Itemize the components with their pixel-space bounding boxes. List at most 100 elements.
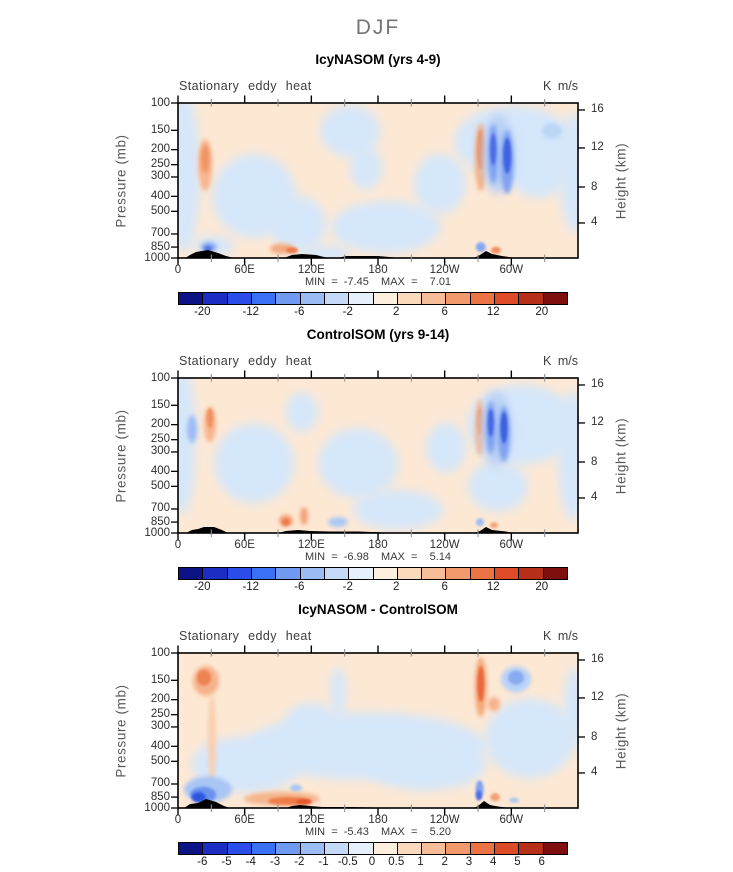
colorbar-label: -12 [242, 581, 260, 593]
colorbar-segment [300, 568, 325, 579]
topography [186, 527, 228, 533]
pressure-tick-label: 150 [150, 673, 170, 686]
pressure-tick-label: 1000 [144, 251, 170, 264]
colorbar-label: 6 [441, 581, 448, 593]
colorbar-label: -20 [193, 581, 211, 593]
colorbar-segment [227, 843, 252, 854]
topography [474, 527, 514, 533]
pressure-tick-label: 850 [150, 515, 170, 528]
units-label: K m/s [543, 354, 578, 368]
longitude-tick-label: 60W [499, 814, 524, 826]
contour-field [178, 653, 578, 808]
colorbar-segment [446, 293, 471, 304]
colorbar-segment [519, 568, 544, 579]
pressure-tick-label: 850 [150, 790, 170, 803]
colorbar-segment [203, 843, 228, 854]
pressure-tick-label: 250 [150, 158, 170, 171]
height-tick-label: 4 [591, 766, 598, 779]
colorbar-segment [422, 843, 447, 854]
pressure-tick-label: 700 [150, 502, 170, 515]
colorbar-label: -6 [197, 856, 208, 868]
colorbar-segment [349, 293, 374, 304]
pressure-tick-label: 500 [150, 754, 170, 767]
colorbar-segment [324, 843, 350, 854]
colorbar-segment [251, 843, 277, 854]
longitude-tick-label: 60W [499, 264, 524, 276]
height-tick-label: 8 [591, 455, 598, 468]
colorbar-segment [227, 293, 252, 304]
contour-plot [171, 95, 585, 266]
min-max-stats: MIN = -7.45 MAX = 7.01 [304, 276, 452, 288]
pressure-tick-label: 300 [150, 720, 170, 733]
longitude-tick-label: 120E [297, 814, 325, 826]
pressure-tick-label: 500 [150, 479, 170, 492]
longitude-tick-label: 120E [297, 264, 325, 276]
colorbar-segment [324, 293, 350, 304]
pressure-tick-label: 400 [150, 739, 170, 752]
colorbar-label: -2 [342, 306, 353, 318]
colorbar-segment [397, 568, 423, 579]
colorbar-segment [251, 568, 277, 579]
colorbar-segment [543, 843, 567, 854]
colorbar-segment [179, 293, 204, 304]
longitude-tick-label: 120W [429, 539, 460, 551]
colorbar-segment [251, 293, 277, 304]
pressure-tick-label: 1000 [144, 526, 170, 539]
field-label: Stationary eddy heat [179, 79, 312, 93]
colorbar-segment [422, 568, 447, 579]
colorbar [178, 567, 568, 580]
longitude-tick-label: 180 [368, 264, 388, 276]
colorbar-segment [446, 568, 471, 579]
colorbar-segment [446, 843, 471, 854]
colorbar-label: -4 [245, 856, 256, 868]
longitude-tick-label: 60E [234, 814, 255, 826]
colorbar-label: 6 [538, 856, 545, 868]
colorbar-segment [470, 843, 496, 854]
topography [284, 254, 328, 258]
colorbar-label: 3 [465, 856, 473, 868]
colorbar-segment [276, 843, 301, 854]
pressure-tick-label: 100 [150, 371, 170, 384]
colorbar-segment [470, 568, 496, 579]
colorbar-label: 20 [535, 581, 549, 593]
min-max-stats: MIN = -6.98 MAX = 5.14 [304, 551, 452, 563]
pressure-tick-label: 250 [150, 433, 170, 446]
pressure-tick-label: 250 [150, 708, 170, 721]
field-label: Stationary eddy heat [179, 629, 312, 643]
units-label: K m/s [543, 79, 578, 93]
colorbar-label: 5 [514, 856, 521, 868]
colorbar-label: 6 [441, 306, 448, 318]
colorbar-label: 12 [486, 306, 500, 318]
colorbar-segment [373, 843, 398, 854]
colorbar [178, 292, 568, 305]
pressure-tick-label: 100 [150, 646, 170, 659]
min-max-stats: MIN = -5.43 MAX = 5.20 [304, 826, 452, 838]
panel-1: IcyNASOM (yrs 4-9) Stationary eddy heat … [0, 52, 733, 327]
longitude-tick-label: 180 [368, 539, 388, 551]
colorbar-label: -2 [294, 856, 305, 868]
colorbar-segment [203, 568, 228, 579]
pressure-tick-label: 150 [150, 123, 170, 136]
colorbar-segment [519, 293, 544, 304]
colorbar-segment [397, 843, 423, 854]
colorbar-segment [349, 843, 374, 854]
colorbar-segment [495, 293, 520, 304]
colorbar-segment [397, 293, 423, 304]
colorbar-segment [470, 293, 496, 304]
colorbar-label: 12 [486, 581, 500, 593]
longitude-tick-label: 60E [234, 539, 255, 551]
colorbar-label: 2 [393, 306, 400, 318]
height-tick-label: 16 [591, 378, 604, 391]
height-tick-label: 16 [591, 103, 604, 116]
longitude-tick-label: 0 [174, 539, 182, 551]
panel-3: IcyNASOM - ControlSOM Stationary eddy he… [0, 602, 733, 872]
colorbar-segment [519, 843, 544, 854]
colorbar-segment [324, 568, 350, 579]
topography [474, 251, 516, 258]
colorbar-label: -6 [294, 306, 305, 318]
height-tick-label: 12 [591, 691, 604, 704]
colorbar-label: -20 [193, 306, 211, 318]
topography [474, 801, 510, 808]
panel-title: IcyNASOM (yrs 4-9) [315, 52, 441, 67]
colorbar-segment [495, 568, 520, 579]
